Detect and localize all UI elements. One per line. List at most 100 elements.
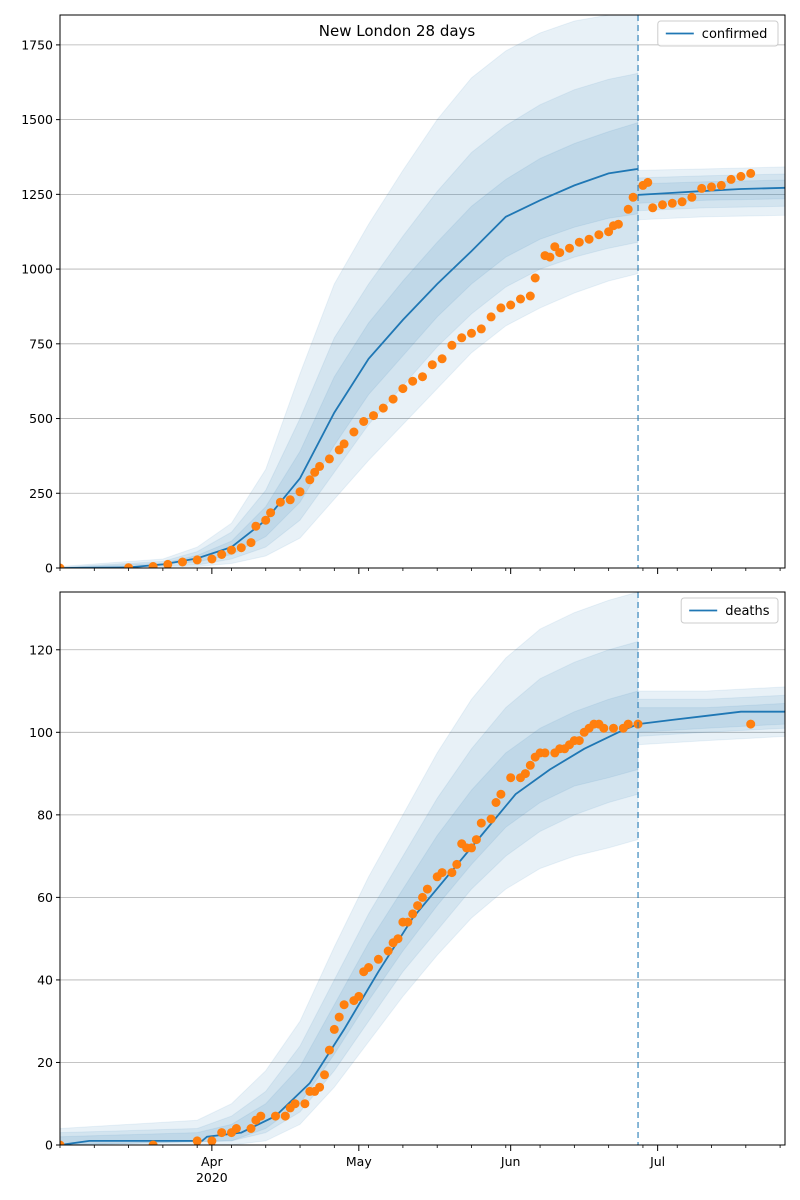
observed-point [295, 487, 305, 497]
observed-point [388, 394, 398, 404]
observed-point [178, 557, 187, 567]
observed-point [491, 798, 501, 807]
observed-point [408, 909, 418, 919]
model-fit-line [60, 723, 639, 1145]
observed-point [359, 417, 369, 426]
y-tick-label: 20 [37, 1055, 53, 1070]
x-tick-sublabel: 2020 [196, 1170, 228, 1185]
observed-point [334, 1012, 344, 1022]
observed-point [418, 372, 427, 382]
observed-point [148, 562, 158, 568]
plot-area [60, 15, 785, 568]
observed-point [261, 515, 271, 525]
observed-point [574, 736, 584, 746]
y-tick-label: 120 [29, 642, 53, 657]
observed-point [574, 237, 584, 247]
observed-point [584, 234, 594, 244]
observed-point [251, 521, 261, 531]
observed-point [383, 946, 393, 956]
uncertainty-band [60, 690, 785, 1145]
observed-point [525, 760, 535, 770]
observed-point [227, 545, 236, 555]
y-tick-label: 1250 [21, 187, 53, 202]
observed-point [124, 563, 134, 568]
observed-point [305, 475, 315, 485]
observed-point [437, 354, 447, 364]
observed-point [604, 227, 614, 237]
observed-point [339, 1000, 349, 1010]
observed-point [452, 859, 462, 869]
observed-point [658, 200, 667, 210]
observed-point [486, 814, 496, 824]
observed-point [339, 439, 349, 449]
y-tick-label: 750 [29, 336, 53, 351]
uncertainty-band [60, 121, 785, 568]
y-tick-label: 60 [37, 890, 53, 905]
observed-point [354, 991, 364, 1001]
observed-point [422, 884, 432, 894]
observed-point [280, 1111, 290, 1121]
axes-frame [59, 591, 786, 1146]
plot-area [60, 592, 785, 1145]
legend: confirmed [657, 20, 779, 47]
observed-point [599, 723, 609, 733]
observed-point [726, 174, 736, 184]
observed-point [271, 1111, 280, 1121]
observed-point [628, 192, 638, 202]
x-tick-label: May [346, 1154, 372, 1169]
observed-point [471, 835, 481, 845]
observed-point [476, 818, 486, 828]
observed-point [285, 495, 295, 505]
observed-point [217, 1128, 227, 1138]
observed-point [310, 467, 320, 477]
observed-point [378, 403, 388, 413]
observed-point [525, 291, 535, 301]
x-tick-label: Jul [649, 1154, 665, 1169]
observed-point [315, 1082, 325, 1092]
observed-point [246, 1124, 256, 1133]
observed-point [457, 333, 467, 343]
observed-point [207, 1136, 217, 1145]
observed-point [393, 934, 403, 944]
y-tick-label: 1000 [21, 262, 53, 277]
observed-point [496, 789, 506, 799]
observed-point [530, 273, 540, 283]
observed-point [594, 230, 604, 240]
y-tick-label: 500 [29, 411, 53, 426]
observed-point [496, 303, 506, 313]
observed-point [163, 559, 173, 568]
observed-point [467, 328, 476, 338]
observed-point [246, 538, 256, 548]
y-tick-label: 1500 [21, 112, 53, 127]
observed-point [60, 563, 65, 568]
observed-point [236, 543, 246, 553]
observed-point [231, 1124, 241, 1133]
observed-point [324, 454, 334, 464]
observed-point [520, 769, 530, 779]
observed-point [467, 843, 476, 853]
observed-point [643, 177, 653, 187]
observed-point [437, 868, 447, 878]
observed-point [677, 197, 687, 207]
y-tick-label: 0 [45, 561, 53, 576]
observed-point [716, 180, 726, 190]
legend-label: deaths [725, 604, 770, 619]
y-tick-label: 1750 [21, 37, 53, 52]
observed-point [447, 868, 457, 878]
uncertainty-band [60, 15, 785, 568]
y-tick-label: 250 [29, 486, 53, 501]
figure-title: New London 28 days [319, 22, 476, 40]
observed-point [736, 171, 746, 181]
observed-point [418, 892, 427, 902]
observed-point [60, 1140, 65, 1145]
confirmed-panel: 0 250 500 750 1000 1250 1500 1750 confirmed [21, 14, 786, 576]
y-tick-label: 0 [45, 1138, 53, 1153]
legend-box [680, 597, 779, 624]
observed-point [506, 773, 516, 783]
observed-point [516, 294, 525, 304]
observed-point [746, 719, 756, 729]
observed-point [447, 340, 457, 350]
observed-point [623, 719, 633, 729]
observed-point [398, 384, 408, 394]
